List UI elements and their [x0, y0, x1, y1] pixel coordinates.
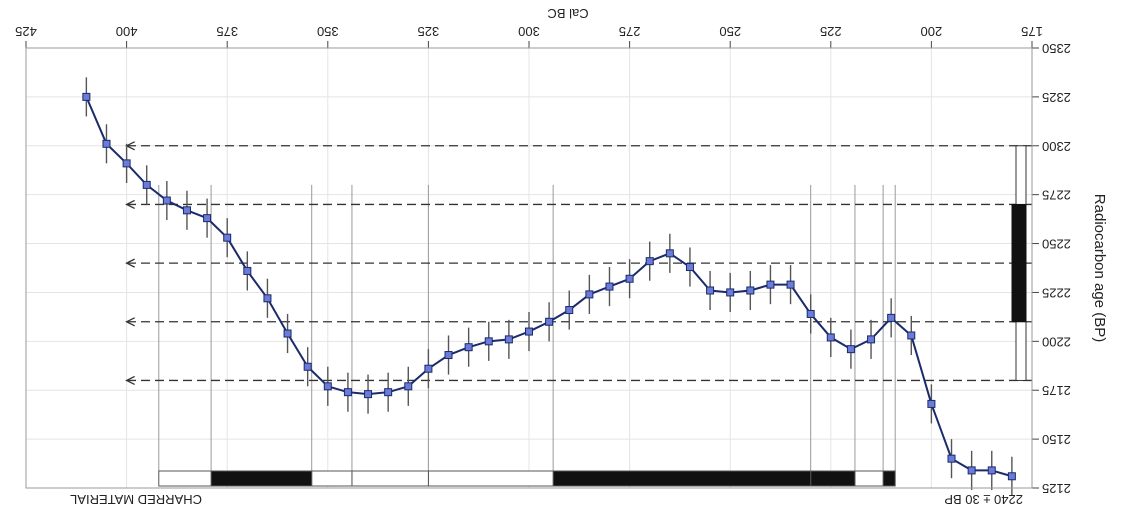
data-point [726, 288, 735, 297]
x-tick-label: 175 [1021, 24, 1043, 39]
data-point [706, 286, 715, 295]
x-tick-label: 275 [619, 24, 641, 39]
x-tick-label: 225 [820, 24, 842, 39]
age-reference-arrow [125, 258, 135, 268]
material-label: CHARRED MATERIAL [70, 492, 202, 507]
chart-title: Cal BC [547, 6, 588, 21]
data-point [826, 333, 835, 342]
data-point [404, 382, 413, 391]
data-point [182, 206, 191, 215]
y-tick-label: 2300 [1042, 139, 1071, 154]
data-point [323, 382, 332, 391]
x-tick-label: 250 [719, 24, 741, 39]
chart-axes: 175 200 225 250 275 300 325 350 375 400 425 2125 215… [15, 24, 1071, 496]
y-tick-label: 2200 [1042, 334, 1071, 349]
data-point [424, 364, 433, 373]
data-point [444, 351, 453, 360]
calibration-curve [82, 77, 1016, 496]
x-tick-label: 300 [518, 24, 540, 39]
sigma-range-inner [1011, 203, 1027, 323]
plot-frame [25, 47, 1033, 489]
y-tick-label: 2275 [1042, 188, 1071, 203]
data-point [1007, 472, 1016, 481]
data-point [967, 466, 976, 475]
range-bar [427, 470, 554, 487]
data-point [504, 335, 513, 344]
range-bar [210, 470, 313, 487]
data-point [907, 331, 916, 340]
range-bar [810, 470, 856, 487]
data-point [223, 233, 232, 242]
age-reference-arrow [125, 199, 135, 210]
y-tick-label: 2175 [1042, 383, 1071, 398]
data-point [987, 466, 996, 475]
reference-lines [125, 141, 1032, 471]
y-tick-label: 2150 [1042, 432, 1071, 447]
x-tick-label: 200 [921, 24, 943, 39]
data-point [585, 290, 594, 299]
range-bar [882, 470, 896, 487]
x-tick-label: 400 [116, 24, 138, 39]
x-tick-label: 350 [317, 24, 339, 39]
y-tick-label: 2250 [1042, 237, 1071, 252]
curve-line [85, 96, 1013, 478]
range-bar [552, 470, 812, 487]
data-point [887, 313, 896, 322]
data-point [203, 214, 212, 223]
data-point [867, 335, 876, 344]
y-axis-label: Radiocarbon age (BP) [1091, 194, 1108, 342]
x-tick-label: 375 [216, 24, 238, 39]
age-reference-arrow [125, 375, 135, 386]
y-tick-label: 2325 [1042, 90, 1071, 105]
data-point [162, 196, 171, 205]
data-point [565, 306, 574, 315]
data-point [605, 282, 614, 291]
data-point [142, 180, 151, 189]
range-bar [311, 470, 353, 487]
data-point [625, 274, 634, 283]
chart-grid [26, 48, 1032, 488]
data-point [364, 390, 373, 399]
data-point [102, 139, 111, 148]
age-reference-arrow [125, 317, 135, 327]
calibrated-range-bars [158, 470, 896, 487]
data-point [665, 249, 674, 258]
sample-age-label: 2240 ± 30 BP [944, 492, 1023, 507]
data-point [786, 280, 795, 289]
data-point [545, 317, 554, 326]
data-point [484, 337, 493, 346]
data-point [343, 388, 352, 397]
data-point [464, 343, 473, 352]
data-point [766, 280, 775, 289]
data-point [303, 362, 312, 371]
y-tick-label: 2125 [1042, 481, 1071, 496]
x-tick-label: 425 [15, 24, 37, 39]
data-point [846, 345, 855, 354]
data-point [263, 294, 272, 303]
data-point [82, 92, 91, 101]
data-point [746, 286, 755, 295]
range-bar [351, 470, 429, 487]
y-tick-label: 2225 [1042, 285, 1071, 300]
x-tick-label: 325 [418, 24, 440, 39]
data-point [384, 388, 393, 397]
range-bar [854, 470, 884, 487]
data-point [283, 329, 292, 338]
range-bar [158, 470, 212, 487]
data-point [685, 263, 694, 272]
data-point [806, 309, 815, 318]
y-tick-label: 2350 [1042, 41, 1071, 56]
data-point [645, 257, 654, 266]
data-point [243, 266, 252, 275]
data-point [525, 327, 533, 336]
data-point [947, 454, 956, 463]
data-point [122, 159, 131, 168]
data-point [927, 399, 936, 408]
